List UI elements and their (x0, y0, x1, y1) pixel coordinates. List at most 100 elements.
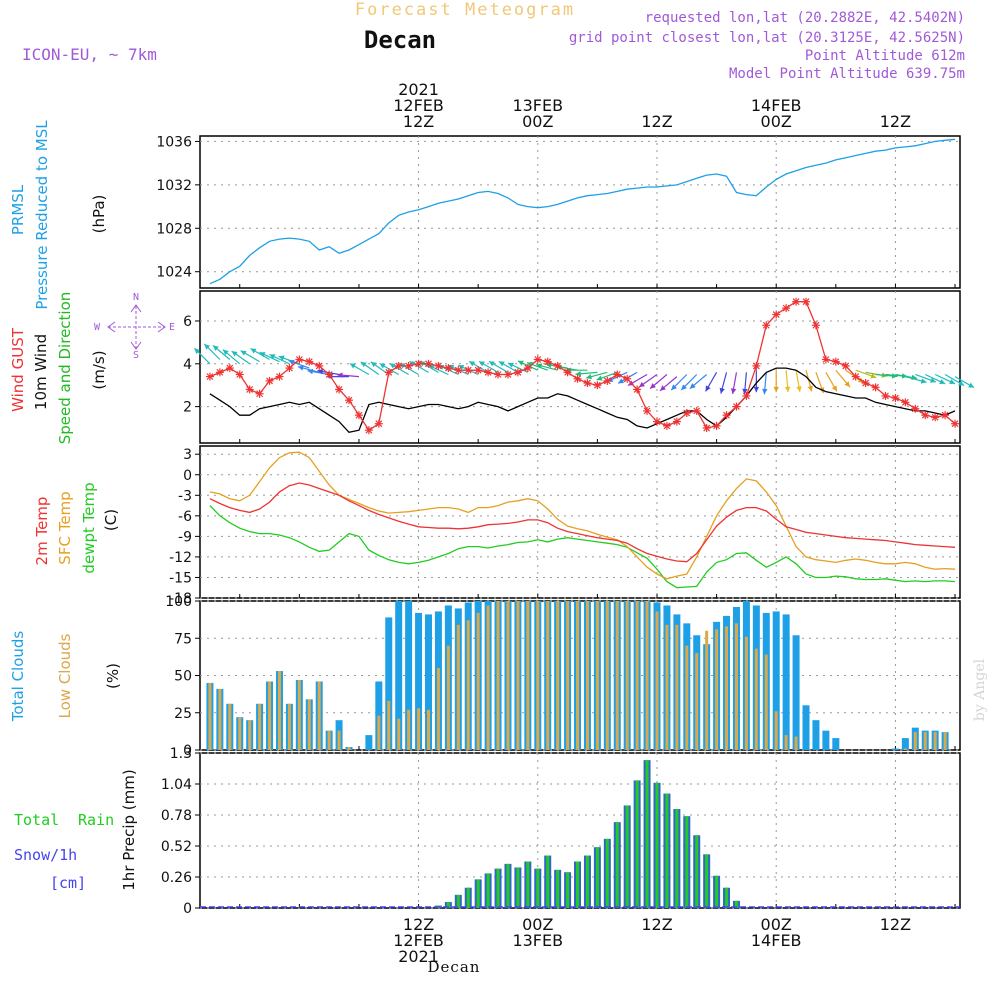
gust-marker (325, 370, 334, 379)
y-tick-label: 0 (183, 743, 192, 759)
gust-marker-d2 (385, 368, 393, 376)
precip-rain-bar (546, 855, 550, 908)
low-cloud-bar (774, 711, 778, 750)
total-cloud-bar (782, 614, 790, 750)
wind-direction-arrow (307, 368, 330, 376)
wind-direction-arrow (689, 374, 708, 390)
low-cloud-bar (238, 717, 242, 750)
gust-marker (474, 366, 483, 375)
gust-marker (285, 364, 294, 373)
arrow-head (478, 361, 485, 367)
precip-rain-bar (645, 760, 649, 908)
low-cloud-bar (297, 679, 301, 750)
precip-rain-bar (486, 873, 490, 908)
gust-marker-d2 (772, 311, 780, 318)
low-cloud-bar (536, 601, 540, 750)
precip-rain-bar (725, 887, 729, 908)
arrow-head (638, 381, 645, 388)
gust-marker-d2 (812, 321, 820, 329)
total-cloud-bar (822, 730, 830, 750)
gust-marker (583, 379, 592, 388)
total-cloud-bar (424, 614, 432, 750)
compass-west: W (94, 322, 101, 333)
pressure-labels: PRMSL Pressure Reduced to MSL (hPa) (9, 120, 108, 310)
gust-marker-d2 (792, 298, 800, 306)
wind-direction-arrow (250, 347, 270, 361)
precip-rain-bar (734, 900, 738, 908)
arrow-head (730, 388, 737, 395)
low-cloud-bar (407, 709, 411, 750)
wind-direction-arrow (478, 360, 499, 373)
temperature-panel: 3 0 -3 -6 -9 -12 -15 -18 (169, 445, 961, 607)
arrow-head (958, 380, 965, 386)
arrow-head (671, 384, 677, 391)
gust-marker-d2 (246, 386, 254, 393)
gust-marker-d2 (931, 413, 939, 421)
low-cloud-bar (685, 645, 689, 750)
gust-marker-d2 (305, 358, 313, 366)
bottom-time-label: 12Z (403, 915, 434, 934)
footer-location: Decan (428, 958, 481, 976)
gust-marker (732, 402, 741, 411)
arrow-head (231, 351, 238, 357)
wind-direction-arrow (222, 349, 241, 365)
wind-direction-arrow (336, 372, 360, 378)
precip-rain-bar (496, 868, 500, 908)
low-cloud-bar (764, 654, 768, 750)
wind-direction-arrow (317, 368, 340, 376)
wind-10m-label: 10m Wind (32, 334, 50, 410)
low-cloud-bar (526, 601, 530, 750)
speed-direction-label: Speed and Direction (56, 292, 74, 445)
wind-panel: 2 4 6 (183, 290, 961, 444)
low-clouds-label: Low Clouds (56, 633, 74, 718)
gust-marker-d2 (236, 371, 244, 378)
wind-direction-arrow (762, 372, 768, 395)
precip-rain-bar (695, 835, 699, 908)
low-cloud-bar (943, 732, 947, 750)
prmsl-label: PRMSL (9, 184, 27, 235)
low-cloud-bar (377, 715, 381, 750)
wind-direction-arrow (536, 363, 558, 371)
y-tick-label: 3 (183, 447, 192, 463)
temperature-frame (199, 445, 961, 599)
gust-marker-d2 (514, 368, 522, 376)
wind-direction-arrow (526, 361, 548, 371)
gust-marker (394, 361, 403, 370)
total-cloud-bar (415, 612, 423, 750)
precip-rain-bar (585, 855, 589, 908)
gust-marker (245, 385, 254, 394)
wind-direction-arrow (585, 371, 608, 380)
gust-marker-d2 (444, 364, 452, 372)
gust-marker (682, 409, 691, 418)
low-cloud-bar (585, 601, 589, 750)
gust-marker-d2 (395, 362, 403, 370)
gust-marker-d2 (295, 356, 303, 363)
gust-marker (901, 398, 910, 407)
gust-marker (444, 364, 453, 373)
wind-frame (199, 290, 961, 444)
gust-marker (911, 404, 920, 413)
low-cloud-bar (744, 636, 748, 750)
arrow-head (689, 383, 696, 389)
gust-marker-d2 (415, 360, 422, 368)
low-cloud-bar (605, 601, 609, 750)
gust-marker-d2 (454, 366, 462, 374)
wind-direction-arrow (297, 365, 320, 373)
arrow-head (939, 379, 946, 384)
low-cloud-bar (208, 682, 212, 750)
wind-direction-arrow (507, 362, 529, 373)
bottom-time-label: 14FEB (751, 931, 802, 950)
wind-direction-arrow (231, 350, 251, 365)
precip-rain-bar (526, 861, 530, 908)
arrow-head (469, 361, 476, 367)
arrow-head (796, 386, 802, 392)
gust-marker (951, 419, 960, 428)
low-cloud-bar (566, 601, 570, 750)
gust-marker (494, 370, 503, 379)
chart-content: 1024 1028 1032 1036 2 4 6 3 0 -3 -6 -9 -12 -15 -18 0 25 5… (156, 80, 975, 966)
wind-direction-arrow (795, 370, 802, 392)
wind-direction-arrow (269, 353, 290, 365)
wind-direction-arrow (360, 361, 380, 375)
low-cloud-bar (327, 730, 331, 750)
gust-marker-d2 (464, 366, 472, 374)
